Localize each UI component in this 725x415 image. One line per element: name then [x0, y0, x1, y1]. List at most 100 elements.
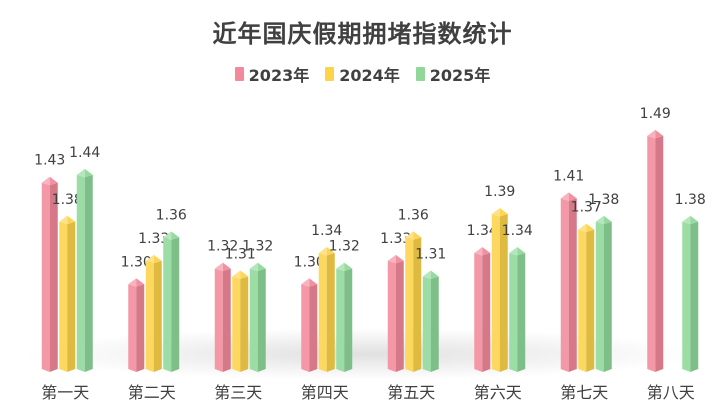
chart-title: 近年国庆假期拥堵指数统计: [212, 20, 513, 48]
bar-第五天-2024年-cap-right: [413, 231, 422, 240]
bar-第一天-2023年-left-face: [41, 182, 50, 372]
bar-第七天-2023年-cap-right: [568, 192, 577, 201]
x-tick-label-第四天: 第四天: [301, 383, 349, 402]
data-label-第六天-2025年: 1.34: [502, 223, 533, 239]
bar-第六天-2024年-cap-right: [499, 207, 508, 217]
bar-第三天-2023年-left-face: [214, 268, 223, 372]
bar-第六天-2024年-cap-left: [491, 207, 500, 217]
bar-第二天-2024年-right-face: [153, 260, 162, 372]
bar-第二天-2024年-left-face: [145, 260, 154, 372]
data-label-第七天-2025年: 1.38: [588, 192, 619, 208]
bar-第八天-2025年-cap-left: [682, 215, 691, 225]
data-label-第三天-2024年: 1.31: [225, 246, 256, 262]
legend-item-2023: 2023年: [234, 62, 310, 86]
bar-第五天-2024年-right-face: [413, 237, 422, 372]
legend-label-2023: 2023年: [248, 66, 310, 85]
bar-第二天-2023年-right-face: [136, 284, 145, 372]
data-label-第五天-2025年: 1.31: [415, 246, 446, 262]
bar-第二天-2024年-cap-left: [145, 254, 154, 264]
bar-第六天-2024年-left-face: [491, 213, 500, 372]
bar-第八天-2023年-cap-left: [647, 129, 656, 139]
bar-第四天-2023年-left-face: [301, 284, 310, 372]
bar-第七天-2023年-left-face: [560, 198, 569, 372]
data-label-第二天-2024年: 1.33: [138, 231, 169, 247]
bar-第三天-2025年-right-face: [257, 268, 266, 372]
bar-第一天-2024年-left-face: [59, 221, 68, 372]
bar-第六天-2025年-left-face: [509, 253, 518, 372]
bar-第五天-2025年-right-face: [430, 276, 439, 372]
bar-第一天-2025年-left-face: [76, 174, 85, 372]
legend-swatch-2025: [415, 67, 425, 81]
legend-label-2024: 2024年: [339, 66, 400, 85]
x-tick-label-第五天: 第五天: [387, 383, 435, 402]
bar-第六天-2024年-right-face: [499, 213, 508, 372]
bar-第一天-2023年-cap-left: [41, 176, 50, 186]
bar-第四天-2023年-right-face: [309, 284, 318, 372]
x-tick-label-第七天: 第七天: [560, 383, 608, 402]
bar-第七天-2024年-cap-left: [578, 223, 587, 232]
bar-第五天-2023年-cap-left: [387, 254, 396, 264]
bar-第四天-2023年-cap-left: [301, 278, 310, 287]
data-label-第四天-2023年: 1.30: [294, 254, 325, 270]
legend: 2023年 2024年 2025年: [0, 62, 725, 86]
bar-第四天-2024年-cap-right: [326, 247, 335, 256]
legend-item-2024: 2024年: [325, 62, 400, 86]
bar-第六天-2023年-right-face: [482, 253, 491, 372]
bar-第七天-2024年-right-face: [586, 229, 595, 372]
floor-shadow: [22, 328, 702, 380]
bar-第一天-2024年-cap-right: [67, 215, 76, 225]
x-tick-label-第六天: 第六天: [474, 383, 522, 402]
bar-第二天-2025年-left-face: [163, 237, 172, 372]
data-label-第三天-2025年: 1.32: [242, 239, 273, 255]
bar-第二天-2025年-cap-left: [163, 231, 172, 240]
bar-第一天-2025年-cap-left: [76, 168, 85, 178]
bar-第四天-2025年-cap-right: [344, 262, 353, 272]
bar-第八天-2025年-right-face: [690, 221, 699, 372]
bar-第八天-2025年-cap-right: [690, 215, 699, 225]
bar-第五天-2025年-cap-right: [430, 270, 439, 279]
data-label-第三天-2023年: 1.32: [207, 239, 238, 255]
data-label-第二天-2025年: 1.36: [156, 207, 187, 223]
data-label-第六天-2024年: 1.39: [484, 184, 515, 200]
bar-第六天-2023年-left-face: [474, 253, 483, 372]
bar-第一天-2023年-cap-right: [49, 176, 58, 186]
bar-第三天-2023年-cap-right: [222, 262, 231, 272]
data-label-第七天-2024年: 1.37: [571, 200, 602, 216]
legend-swatch-2023: [234, 67, 244, 81]
bar-第三天-2024年-cap-right: [240, 270, 249, 279]
bar-第四天-2024年-right-face: [326, 253, 335, 372]
x-tick-label-第二天: 第二天: [128, 383, 176, 402]
bar-第三天-2024年-cap-left: [232, 270, 241, 279]
bar-第四天-2025年-cap-left: [336, 262, 345, 272]
x-tick-label-第八天: 第八天: [647, 383, 695, 402]
data-label-第四天-2024年: 1.34: [311, 223, 342, 239]
bar-第五天-2023年-right-face: [395, 260, 404, 372]
bar-第七天-2024年-cap-right: [586, 223, 595, 232]
bar-第二天-2025年-right-face: [171, 237, 180, 372]
legend-label-2025: 2025年: [429, 66, 491, 85]
bar-第七天-2023年-right-face: [568, 198, 577, 372]
bar-第三天-2024年-left-face: [232, 276, 241, 372]
data-label-第四天-2025年: 1.32: [329, 239, 360, 255]
data-label-第二天-2023年: 1.30: [121, 254, 152, 270]
data-label-第八天-2023年: 1.49: [640, 106, 671, 122]
bar-第三天-2025年-cap-left: [249, 262, 258, 272]
data-label-第五天-2023年: 1.33: [380, 231, 411, 247]
data-label-第六天-2023年: 1.34: [467, 223, 498, 239]
bar-第五天-2023年-cap-right: [395, 254, 404, 264]
bar-第四天-2024年-cap-left: [318, 247, 327, 256]
data-label-第七天-2023年: 1.41: [553, 168, 584, 184]
data-label-第一天-2024年: 1.38: [52, 192, 83, 208]
bar-第七天-2025年-cap-right: [603, 215, 612, 225]
bar-第六天-2025年-cap-right: [517, 247, 526, 256]
bar-第二天-2025年-cap-right: [171, 231, 180, 240]
x-tick-label-第一天: 第一天: [41, 383, 89, 402]
bar-第六天-2023年-cap-left: [474, 247, 483, 256]
bar-第四天-2024年-left-face: [318, 253, 327, 372]
bar-第一天-2025年-right-face: [84, 174, 93, 372]
bar-第三天-2024年-right-face: [240, 276, 249, 372]
bar-第二天-2023年-cap-left: [128, 278, 137, 287]
bar-第三天-2025年-cap-right: [257, 262, 266, 272]
bar-第五天-2025年-left-face: [422, 276, 431, 372]
